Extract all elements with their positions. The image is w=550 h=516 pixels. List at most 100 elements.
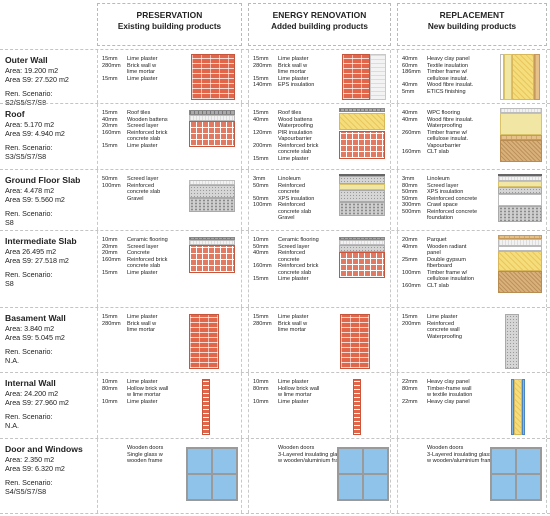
layer-material: Wooden doors — [427, 445, 464, 451]
header-replacement: REPLACEMENT New building products — [397, 3, 547, 46]
table-row: Intermediate Slab Area 26.495 m2 Area S9: … — [0, 230, 550, 307]
layer-item: 40mm WPC flooring — [402, 110, 502, 117]
layer-thickness: 160mm — [402, 282, 421, 289]
layer-item: cellulose insulation — [402, 276, 502, 283]
layer-material: cellulose insulat. — [427, 136, 469, 143]
gypsum-drawing — [498, 246, 542, 251]
xps-drawing — [498, 181, 542, 187]
layer-thickness — [253, 327, 278, 334]
layer-list: 10mm Lime plaster 80mm Hollow brick wall w l… — [102, 379, 192, 405]
layer-item: Gravel — [102, 196, 192, 203]
layer-item: 15mm Roof tiles — [102, 110, 192, 117]
layer-item: 10mm Ceramic flooring — [253, 237, 343, 244]
layer-material: Wooden battens — [127, 116, 168, 123]
layer-item: 40mm Wooden battens — [102, 117, 192, 124]
layer-material: Double gypsum — [427, 256, 466, 263]
scenario-label: Ren. Scenario: — [5, 478, 53, 488]
layer-item: 260mm Timber frame w/ — [402, 130, 502, 137]
concrete-wall-drawing — [505, 314, 519, 369]
layer-material: Lime plaster — [127, 269, 158, 276]
parquet-drawing — [498, 235, 542, 239]
layer-material: w wooden/aluminium frame — [427, 458, 496, 465]
crawl-space-drawing — [498, 194, 542, 206]
layer-item: 15mm Lime plaster — [102, 143, 192, 150]
layer-thickness: 80mm — [253, 385, 269, 392]
layer-material: Linoleum — [427, 176, 450, 182]
layer-thickness: 100mm — [102, 182, 121, 189]
renovation-cell: 3mm Linoleum 50mm Reinforced concrete 50mm XPS… — [248, 170, 391, 230]
cellulose-drawing — [498, 251, 542, 271]
layer-material: w lime mortar — [127, 392, 161, 399]
layer-thickness: 280mm — [253, 320, 272, 327]
layer-thickness: 15mm — [253, 155, 269, 162]
layer-item: 15mm Lime plaster — [402, 314, 502, 321]
layer-material: Heavy clay panel — [427, 398, 470, 405]
layer-item: Waterproofing — [402, 123, 502, 130]
layer-thickness: 160mm — [102, 256, 121, 263]
layer-material: Single glass w — [127, 451, 163, 458]
layer-thickness: 280mm — [102, 320, 121, 327]
layer-material: Screed layer — [127, 243, 159, 250]
renovation-cell: 10mm Lime plaster 80mm Hollow brick wall w l… — [248, 373, 391, 438]
element-info: Intermediate Slab Area 26.495 m2 Area S9: … — [5, 236, 93, 289]
header-subtitle: Added building products — [271, 21, 368, 31]
layer-item: lime mortar — [253, 69, 343, 76]
element-area: Area: 24.200 m2 — [5, 389, 59, 399]
brick-wall-drawing — [340, 314, 370, 369]
layer-thickness: 140mm — [253, 82, 272, 89]
screed-drawing — [498, 176, 542, 181]
layer-thickness: 160mm — [402, 149, 421, 156]
hollow-brick-drawing — [353, 379, 361, 435]
layer-item: w lime mortar — [102, 392, 192, 399]
timber-drawing — [500, 135, 542, 140]
layer-item: 15mm Lime plaster — [102, 314, 192, 321]
layer-item: 160mm CLT slab — [402, 149, 502, 156]
layer-material: Waterproofing — [278, 123, 313, 130]
element-area: Area: 19.200 m2 — [5, 66, 59, 76]
element-area: Area: 5.170 m2 — [5, 120, 55, 130]
layer-thickness — [253, 215, 278, 222]
layer-item: 120mm PIR insulation — [253, 130, 343, 137]
layer-item: 80mm Screed layer — [402, 183, 502, 190]
layer-material: Screed layer — [127, 123, 159, 130]
layer-thickness — [102, 327, 127, 334]
layer-item: concrete slab — [253, 270, 343, 277]
layer-item: fiberboard — [402, 263, 502, 270]
layer-thickness: 120mm — [253, 129, 272, 136]
layer-item: 50mm XPS insulation — [253, 196, 343, 203]
layer-item: 500mm Reinforced concrete — [402, 209, 502, 216]
layer-item: 50mm Reinforced concrete — [402, 196, 502, 203]
layer-item: 15mm Lime plaster — [253, 56, 343, 63]
eps-insulation-drawing — [370, 54, 386, 100]
layer-material: Wood battens — [278, 116, 313, 123]
scenario-label: Ren. Scenario: — [5, 270, 53, 280]
layer-item: concrete — [253, 257, 343, 264]
layer-material: w textile insulation — [427, 392, 473, 399]
brick-slab-drawing — [339, 131, 385, 159]
layer-item: w wooden/aluminium frame — [402, 458, 502, 465]
layer-material: Lime plaster — [127, 142, 158, 149]
layer-thickness: 50mm — [253, 243, 269, 250]
layer-thickness: 40mm — [402, 243, 418, 250]
layer-list: 15mm Lime plaster 280mm Brick wall w lime mo… — [253, 56, 343, 89]
layer-thickness: 15mm — [102, 75, 118, 82]
layer-item: 280mm Brick wall w — [102, 321, 192, 328]
layer-item: 10mm Lime plaster — [102, 399, 192, 406]
pir-insulation-drawing — [339, 113, 385, 130]
layer-thickness: 10mm — [253, 398, 269, 405]
layer-material: Lime plaster — [278, 75, 309, 82]
layer-material: Lime plaster — [127, 379, 158, 385]
layer-item: 100mm Reinforced — [253, 202, 343, 209]
layer-item: 15mm Lime plaster — [102, 56, 192, 63]
layer-material: CLT slab — [427, 282, 449, 289]
header-subtitle: Existing building products — [117, 21, 222, 31]
layer-material: lime mortar — [278, 327, 306, 334]
layer-item: w textile insulation — [402, 392, 502, 399]
window-drawing — [490, 447, 542, 501]
scenario-value: S3/S5/S7/S8 — [5, 152, 47, 162]
layer-thickness: 15mm — [253, 110, 269, 116]
layer-item: Single glass w — [102, 452, 192, 459]
layer-material: Ceramic flooring — [127, 237, 168, 243]
layer-material: concrete — [278, 256, 300, 263]
layer-material: Lime plaster — [127, 75, 158, 82]
